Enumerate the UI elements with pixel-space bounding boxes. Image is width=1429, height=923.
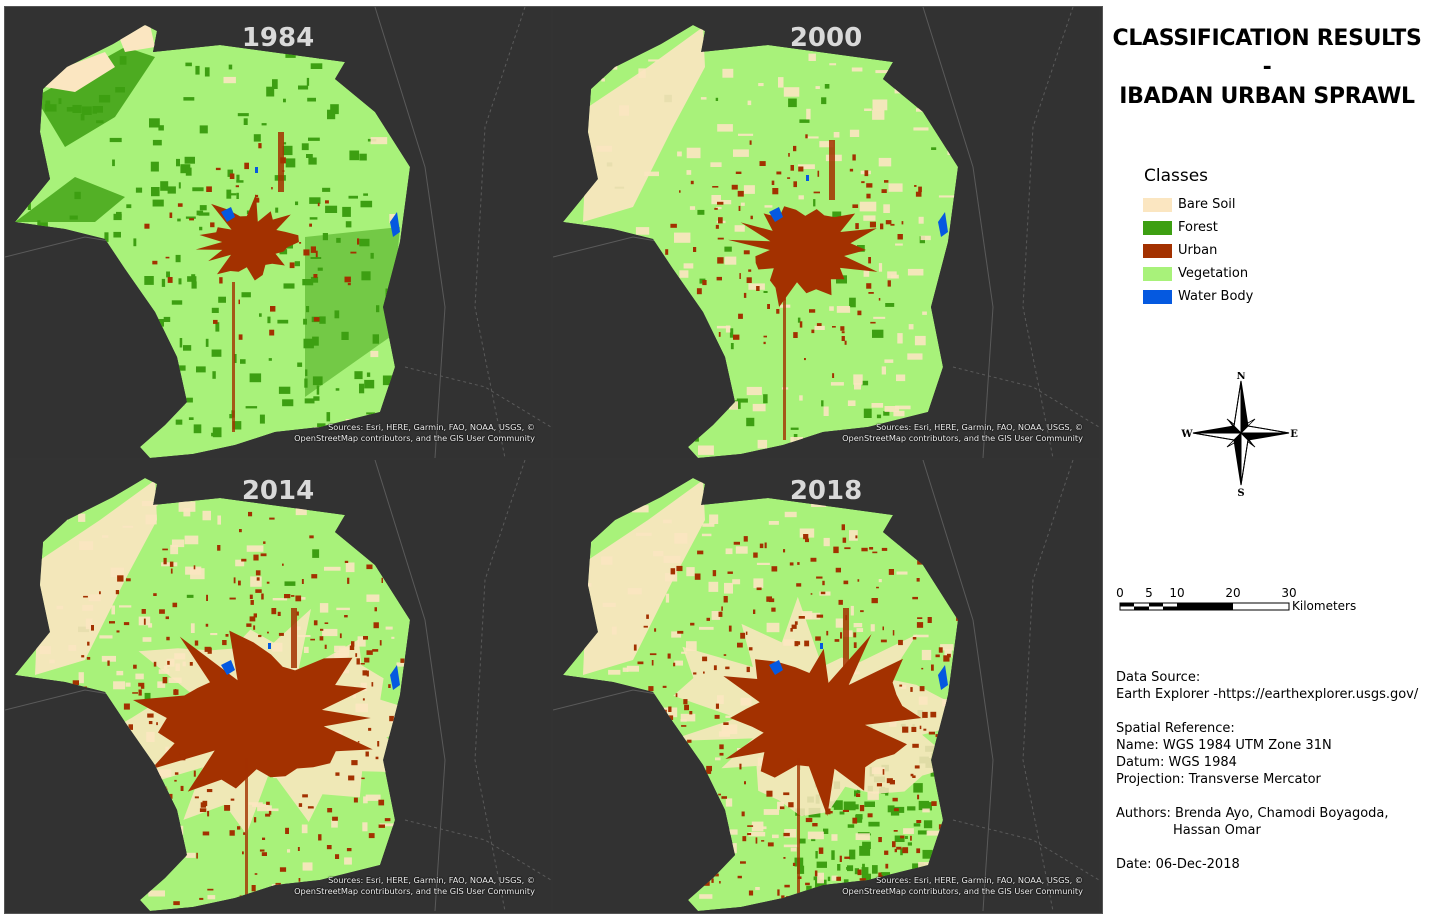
scale-tick-label: 20: [1225, 586, 1240, 600]
legend-label: Bare Soil: [1178, 197, 1236, 212]
map-year-label: 2014: [241, 476, 315, 506]
legend-label: Vegetation: [1178, 266, 1249, 281]
map-year-label: 2018: [789, 476, 863, 506]
map-attribution: Sources: Esri, HERE, Garmin, FAO, NOAA, …: [294, 422, 535, 443]
legend-label: Urban: [1178, 243, 1218, 258]
south-label: S: [1237, 488, 1244, 496]
legend-item-urban: Urban: [1143, 239, 1253, 262]
spatial-reference-projection: Projection: Transverse Mercator: [1116, 772, 1321, 787]
data-source-value: Earth Explorer -https://earthexplorer.us…: [1116, 687, 1419, 702]
spatial-reference-heading: Spatial Reference:: [1116, 721, 1235, 736]
map-panel-2000[interactable]: 2000 Sources: Esri, HERE, Garmin, FAO, N…: [553, 7, 1099, 458]
legend-swatch: [1143, 289, 1172, 304]
map-2000: [553, 7, 1099, 458]
map-attribution: Sources: Esri, HERE, Garmin, FAO, NOAA, …: [842, 422, 1083, 443]
legend-swatch: [1143, 266, 1172, 281]
legend-label: Water Body: [1178, 289, 1254, 304]
map-2014: [5, 460, 551, 911]
map-year-label: 1984: [241, 23, 315, 53]
legend-label: Forest: [1178, 220, 1218, 235]
map-attribution: Sources: Esri, HERE, Garmin, FAO, NOAA, …: [842, 875, 1083, 896]
legend-swatch: [1143, 243, 1172, 258]
north-arrow-icon: N S E W: [1180, 372, 1298, 496]
legend: Bare Soil Forest Urban Vegetation Water …: [1143, 193, 1253, 308]
map-year-label: 2000: [789, 23, 863, 53]
scale-unit: Kilometers: [1292, 599, 1356, 613]
scale-tick-label: 0: [1116, 586, 1124, 600]
map-attribution: Sources: Esri, HERE, Garmin, FAO, NOAA, …: [294, 875, 535, 896]
map-panel-1984[interactable]: 1984 Sources: Esri, HERE, Garmin, FAO, N…: [5, 7, 551, 458]
legend-item-water-body: Water Body: [1143, 285, 1253, 308]
spatial-reference-name: Name: WGS 1984 UTM Zone 31N: [1116, 738, 1332, 753]
map-2018: [553, 460, 1099, 911]
west-label: W: [1180, 429, 1193, 440]
authors-line2: Hassan Omar: [1173, 823, 1261, 838]
legend-swatch: [1143, 197, 1172, 212]
north-label: N: [1236, 372, 1245, 382]
map-panel-2018[interactable]: 2018 Sources: Esri, HERE, Garmin, FAO, N…: [553, 460, 1099, 911]
data-source-heading: Data Source:: [1116, 670, 1201, 685]
scale-tick-label: 10: [1169, 586, 1184, 600]
authors-line1: Authors: Brenda Ayo, Chamodi Boyagoda,: [1116, 806, 1389, 821]
map-1984: [5, 7, 551, 458]
east-label: E: [1290, 429, 1298, 440]
legend-item-vegetation: Vegetation: [1143, 262, 1253, 285]
legend-item-bare-soil: Bare Soil: [1143, 193, 1253, 216]
spatial-reference-datum: Datum: WGS 1984: [1116, 755, 1237, 770]
legend-swatch: [1143, 220, 1172, 235]
map-panel-2014[interactable]: 2014 Sources: Esri, HERE, Garmin, FAO, N…: [5, 460, 551, 911]
map-date: Date: 06-Dec-2018: [1116, 857, 1240, 872]
scale-bar: 0 5 10 20 30 Kilometers: [1116, 586, 1356, 613]
map-title: CLASSIFICATION RESULTS - IBADAN URBAN SP…: [1112, 26, 1422, 109]
scale-tick-label: 30: [1281, 586, 1296, 600]
scale-tick-label: 5: [1145, 586, 1153, 600]
legend-item-forest: Forest: [1143, 216, 1253, 239]
legend-title: Classes: [1144, 166, 1209, 186]
